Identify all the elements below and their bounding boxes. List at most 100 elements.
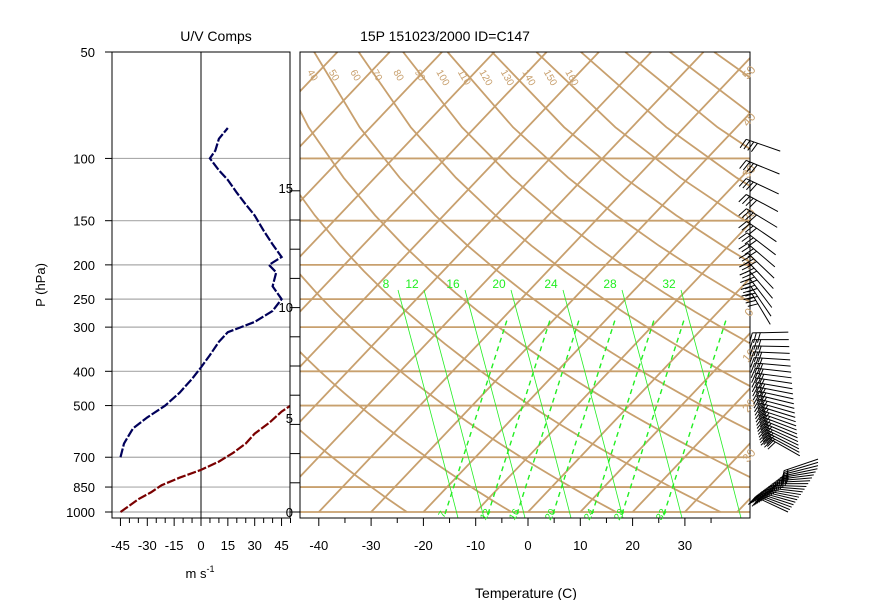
wind-barb-feather bbox=[756, 420, 765, 429]
wind-barb-feather bbox=[756, 387, 762, 398]
wind-barb-feather bbox=[768, 483, 773, 494]
theta-label: 50 bbox=[326, 68, 341, 84]
temperature-tick-label: 0 bbox=[524, 538, 531, 553]
moist-adiabat-label: 24 bbox=[582, 507, 597, 523]
wind-barb-feather bbox=[753, 339, 758, 350]
wind-barb-staff bbox=[755, 372, 792, 379]
isotherm bbox=[475, 221, 750, 513]
dry-adiabat bbox=[300, 273, 617, 513]
wind-barb-feather bbox=[747, 261, 757, 268]
skewt-profiles bbox=[748, 112, 850, 300]
moist-adiabat-line bbox=[663, 319, 727, 515]
wind-barb-staff bbox=[748, 270, 773, 299]
wind-barb-feather bbox=[778, 477, 781, 489]
isotherm bbox=[300, 52, 600, 368]
wind-barb-feather bbox=[757, 352, 763, 363]
wind-barb-feather bbox=[759, 414, 767, 424]
wind-barb-feather bbox=[744, 284, 756, 290]
isotherm-label: 0 bbox=[741, 305, 756, 319]
wind-barb-staff bbox=[749, 278, 773, 308]
wind-barb-feather bbox=[771, 482, 775, 493]
wind-barb-staff bbox=[752, 331, 789, 334]
wind-barb-feather bbox=[742, 196, 751, 205]
wind-barb-feather bbox=[759, 383, 766, 394]
wind-barb-feather bbox=[738, 232, 748, 240]
wind-barb-staff bbox=[746, 232, 776, 256]
wind-barb-feather bbox=[741, 245, 751, 253]
pressure-tick-label: 150 bbox=[73, 214, 95, 229]
wind-barb-feather bbox=[747, 239, 757, 247]
wind-barb-feather bbox=[747, 287, 758, 293]
wind-tick-label: 30 bbox=[247, 538, 261, 553]
wind-barb-feather bbox=[755, 382, 762, 393]
skewt-grid bbox=[0, 52, 750, 518]
wind-barb-feather bbox=[756, 416, 764, 426]
wind-barb-feather bbox=[759, 418, 768, 428]
wind-barb-feather bbox=[744, 276, 755, 282]
temperature-tick-label: 10 bbox=[573, 538, 587, 553]
wind-barb-feather bbox=[760, 488, 766, 499]
wind-barb-feather bbox=[773, 480, 777, 492]
wind-barb-feather bbox=[751, 377, 757, 388]
mixing-ratio-line bbox=[510, 289, 572, 518]
wind-barb-feather bbox=[739, 139, 747, 149]
wind-barb-staff bbox=[762, 416, 797, 431]
wind-barb-feather bbox=[757, 423, 765, 432]
wind-barb-staff bbox=[759, 402, 795, 414]
wind-barb-feather bbox=[757, 403, 765, 414]
wind-barb-feather bbox=[761, 427, 770, 437]
isotherm bbox=[300, 52, 495, 258]
wind-barb-feather bbox=[763, 419, 771, 429]
dry-adiabat bbox=[669, 52, 750, 115]
wind-barb-staff bbox=[783, 458, 819, 472]
wind-barb-staff bbox=[745, 194, 779, 212]
wind-barb-feather bbox=[766, 438, 776, 447]
dry-adiabat bbox=[300, 108, 750, 479]
isotherm bbox=[631, 387, 750, 513]
wind-barb-feather bbox=[754, 357, 759, 368]
moist-adiabat-label: 12 bbox=[478, 507, 493, 523]
wind-barb-feather bbox=[754, 402, 761, 413]
wind-barb-feather bbox=[745, 212, 754, 221]
wind-barb-staff bbox=[761, 409, 796, 423]
wind-barb-feather bbox=[753, 345, 758, 357]
wind-barb-feather bbox=[745, 197, 754, 207]
wind-barb-feather bbox=[760, 388, 766, 398]
wind-barb-feather bbox=[746, 163, 754, 172]
wind-barb-feather bbox=[739, 160, 747, 169]
moist-adiabat-label: 7 bbox=[437, 509, 450, 520]
wind-barb-feather bbox=[770, 485, 775, 496]
wind-barb-feather bbox=[752, 386, 759, 397]
mixing-ratio-line bbox=[680, 289, 742, 518]
wind-barb-feather bbox=[749, 351, 755, 362]
mixing-ratio-label: 16 bbox=[446, 277, 460, 291]
wind-barb-feather bbox=[764, 439, 773, 448]
wind-barb-feather bbox=[750, 362, 756, 373]
wind-barb-feather bbox=[741, 223, 751, 231]
wind-tick-label: -30 bbox=[138, 538, 157, 553]
wind-barb-staff bbox=[747, 252, 775, 279]
wind-barb-feather bbox=[738, 194, 747, 203]
wind-barb-feather bbox=[757, 395, 764, 406]
wind-barb-feather bbox=[747, 141, 755, 151]
wind-barb-feather bbox=[749, 339, 754, 350]
wind-barb-feather bbox=[757, 345, 762, 357]
wind-barb-feather bbox=[747, 270, 758, 277]
wind-barb-feather bbox=[764, 486, 770, 497]
wind-barb-feather bbox=[753, 395, 760, 405]
isotherm bbox=[0, 52, 128, 512]
wind-barb-feather bbox=[750, 368, 756, 378]
wind-barb-feather bbox=[738, 221, 748, 229]
wind-barb-staff bbox=[782, 465, 819, 475]
pressure-tick-label: 200 bbox=[73, 258, 95, 273]
dry-adiabat bbox=[402, 52, 750, 345]
wind-barb-feather bbox=[765, 432, 774, 442]
u-wind-line bbox=[119, 127, 284, 458]
wind-barb-feather bbox=[742, 179, 751, 189]
wind-barb-staff bbox=[750, 286, 772, 317]
uv-wind-lines bbox=[119, 127, 290, 513]
dewpoint-profile-halo bbox=[817, 112, 850, 300]
wind-barb-feather bbox=[741, 264, 752, 271]
wind-barb-staff bbox=[745, 159, 780, 175]
wind-barb-feather bbox=[744, 225, 754, 233]
